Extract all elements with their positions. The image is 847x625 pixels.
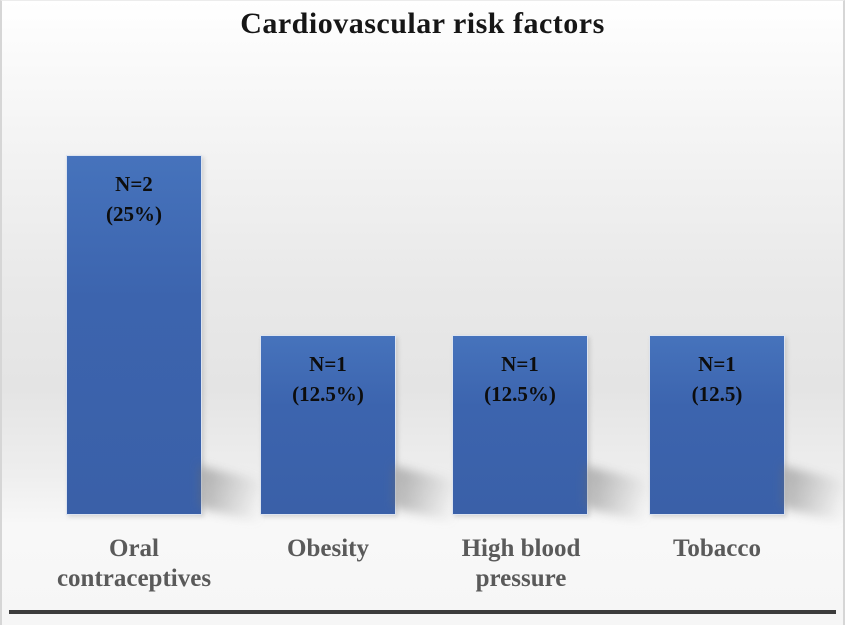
category-label-oral-contraceptives: Oral contraceptives — [56, 535, 212, 592]
bar-n-label: N=1 — [698, 352, 736, 376]
category-label-high-blood-pressure: High blood pressure — [461, 535, 581, 592]
figure-bottom-rule — [9, 610, 836, 614]
bar-value-label: N=2 (25%) — [67, 169, 201, 230]
bar-pct-label: (25%) — [106, 202, 162, 227]
category-label-tobacco: Tobacco — [673, 535, 761, 562]
bar: N=1 (12.5%) — [260, 335, 396, 515]
bar: N=1 (12.5%) — [452, 335, 588, 515]
bar: N=2 (25%) — [66, 155, 202, 515]
bar: N=1 (12.5) — [649, 335, 785, 515]
bar-n-label: N=2 — [115, 172, 153, 196]
bar-pct-label: (12.5%) — [292, 382, 364, 407]
bar-n-label: N=1 — [501, 352, 539, 376]
bar-value-label: N=1 (12.5%) — [453, 349, 587, 410]
category-label-obesity: Obesity — [287, 535, 369, 562]
bar-pct-label: (12.5%) — [484, 382, 556, 407]
bar-value-label: N=1 (12.5%) — [261, 349, 395, 410]
chart-title: Cardiovascular risk factors — [240, 7, 605, 40]
bar-pct-label: (12.5) — [691, 382, 743, 407]
bar-value-label: N=1 (12.5) — [650, 349, 784, 410]
bar-n-label: N=1 — [309, 352, 347, 376]
